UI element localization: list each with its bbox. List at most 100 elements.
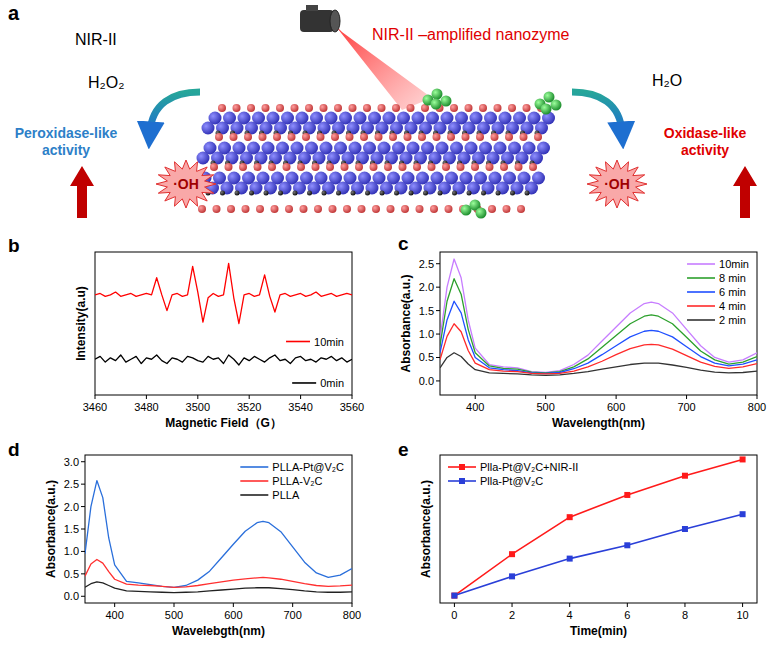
legend-label: 8 min [719, 272, 746, 284]
data-point [624, 492, 630, 498]
y-axis-title: Absorbance(a.u.) [399, 274, 413, 372]
atom-o [271, 205, 279, 213]
legend-swatch [687, 291, 715, 293]
atom-o [242, 205, 250, 213]
data-point [509, 573, 515, 579]
series-line [85, 560, 352, 588]
atom-o [326, 163, 334, 171]
y-tick [436, 287, 440, 288]
x-tick-label: 400 [105, 609, 123, 621]
x-tick-label: 4 [567, 609, 573, 621]
atom-v [496, 182, 509, 195]
atom-o [268, 163, 276, 171]
x-axis-title: Wavelength(nm) [552, 416, 645, 430]
chart-panel: e0246810Time(min)Absorbance(a.u.)Plla-Pt… [398, 439, 757, 638]
x-tick [174, 603, 175, 607]
data-point [567, 514, 573, 520]
camera-body [300, 10, 334, 32]
series-line [440, 353, 757, 376]
atom-o [517, 205, 525, 213]
legend-label: 2 min [719, 314, 746, 326]
data-point [740, 511, 746, 517]
legend-label: 0min [320, 377, 344, 389]
y-tick-label: 3.0 [64, 456, 79, 468]
atom-o [329, 205, 337, 213]
atom-v [269, 152, 282, 165]
atom-c [481, 191, 486, 196]
atom-o [445, 205, 453, 213]
y-tick [81, 596, 85, 597]
legend-label: PLLA-Pt@V₂C [272, 461, 344, 473]
atom-v [487, 152, 500, 165]
product-label: ·OH [173, 176, 199, 192]
series-line [85, 481, 352, 588]
x-tick [616, 395, 617, 399]
panel-label: d [8, 439, 20, 460]
atom-o [520, 133, 528, 141]
increase-arrow [733, 166, 757, 218]
atom-c [409, 191, 414, 196]
atom-c [380, 191, 385, 196]
y-tick [436, 380, 440, 381]
atom-v [424, 182, 437, 195]
x-tick-label: 3520 [237, 401, 261, 413]
y-tick [81, 551, 85, 552]
atom-o [244, 133, 252, 141]
atom-o [349, 104, 357, 112]
atom-o [285, 205, 293, 213]
atom-v [235, 182, 248, 195]
atom-v [197, 152, 210, 165]
activity-line: activity [681, 142, 729, 158]
atom-v [240, 152, 253, 165]
atom-v [390, 122, 403, 135]
atom-o [360, 133, 368, 141]
y-tick-label: 2.0 [419, 281, 434, 293]
atom-o [534, 133, 542, 141]
atom-o [215, 133, 223, 141]
legend-label: 10min [719, 258, 749, 270]
atom-v [298, 152, 311, 165]
atom-v [289, 122, 302, 135]
atom-v [511, 182, 524, 195]
atom-o [312, 163, 320, 171]
pt-atom [476, 208, 487, 219]
atom-v [226, 152, 239, 165]
legend-label: PLLA-V₂C [272, 475, 322, 487]
atom-v [347, 122, 360, 135]
atom-c [235, 191, 240, 196]
atom-v [264, 182, 277, 195]
series-line [440, 279, 757, 373]
series-group [95, 263, 352, 365]
y-tick [436, 263, 440, 264]
atom-o [343, 205, 351, 213]
chart-panel: b346034803500352035403560Magnetic Field（… [8, 235, 364, 430]
atom-o [302, 133, 310, 141]
atom-c [525, 191, 530, 196]
atom-o [428, 163, 436, 171]
x-tick [686, 395, 687, 399]
atom-o [450, 104, 458, 112]
atom-v [327, 152, 340, 165]
atom-v [530, 152, 543, 165]
x-tick-label: 700 [283, 609, 301, 621]
legend-swatch [687, 319, 715, 321]
atom-o [479, 104, 487, 112]
legend-swatch [687, 277, 715, 279]
atom-v [414, 152, 427, 165]
y-axis-title: Absorbance(a.u.) [419, 480, 433, 578]
nir-beam [334, 24, 432, 110]
data-point [682, 473, 688, 479]
atom-v [521, 122, 534, 135]
x-tick [627, 603, 628, 607]
atom-o [416, 205, 424, 213]
atom-v [216, 122, 229, 135]
atom-v [245, 122, 258, 135]
atom-v [260, 122, 273, 135]
atom-c [438, 191, 443, 196]
x-tick-label: 3480 [134, 401, 158, 413]
atom-o [500, 163, 508, 171]
series-line [85, 582, 352, 593]
atom-o [273, 133, 281, 141]
x-axis-title: Wavelebgth(nm) [172, 624, 265, 638]
atom-o [341, 163, 349, 171]
